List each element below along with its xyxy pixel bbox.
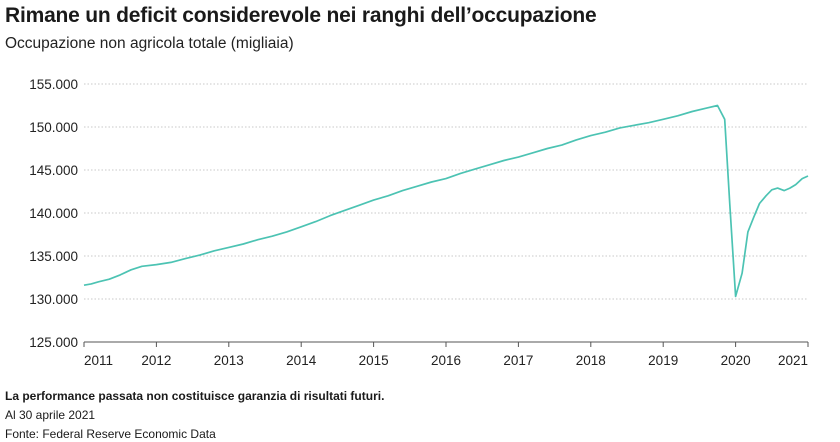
x-tick-label: 2021 xyxy=(778,353,808,368)
y-tick-label: 135.000 xyxy=(29,249,78,264)
chart-title: Rimane un deficit considerevole nei rang… xyxy=(5,4,597,27)
x-tick-label: 2019 xyxy=(648,353,678,368)
series-line-occupazione xyxy=(83,104,809,298)
footer-date: Al 30 aprile 2021 xyxy=(5,408,96,422)
x-tick-label: 2015 xyxy=(359,353,389,368)
y-tick-label: 145.000 xyxy=(29,163,78,178)
x-axis-ticks: 2011 2012 2013 2014 2015 2016 2017 2018 2019 2020… xyxy=(83,342,809,368)
footer-disclaimer: La performance passata non costituisce g… xyxy=(5,389,385,403)
x-tick-label: 2013 xyxy=(214,353,244,368)
x-tick-label: 2011 xyxy=(84,353,113,368)
y-tick-label: 125.000 xyxy=(29,335,78,350)
y-tick-label: 130.000 xyxy=(29,292,78,307)
y-tick-label: 150.000 xyxy=(29,120,78,135)
chart-subtitle: Occupazione non agricola totale (migliai… xyxy=(5,35,294,52)
x-tick-label: 2014 xyxy=(286,353,317,368)
footer-source: Fonte: Federal Reserve Economic Data xyxy=(5,427,216,441)
x-tick-label: 2018 xyxy=(576,353,606,368)
x-tick-label: 2017 xyxy=(503,353,533,368)
line-chart: 125.000 130.000 135.000 140.000 145.000 150.0… xyxy=(29,77,809,368)
y-tick-label: 155.000 xyxy=(29,77,78,92)
x-tick-label: 2020 xyxy=(721,353,751,368)
x-tick-label: 2012 xyxy=(141,353,171,368)
grid-lines xyxy=(84,83,808,300)
y-tick-label: 140.000 xyxy=(29,206,78,221)
y-axis-tick-labels: 125.000 130.000 135.000 140.000 145.000 150.0… xyxy=(29,77,78,350)
x-tick-label: 2016 xyxy=(431,353,461,368)
